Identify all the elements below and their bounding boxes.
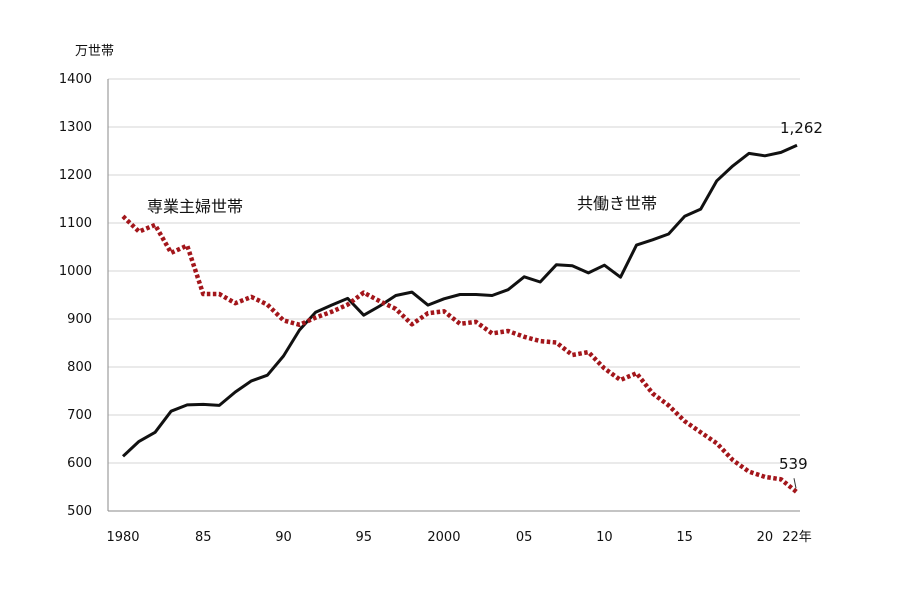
y-tick-label: 1000 [59,264,92,279]
x-tick-label: 1980 [106,530,139,545]
y-tick-label: 700 [67,408,92,423]
x-tick-label: 05 [516,530,533,545]
y-tick-labels: 500 600 700 800 900 1000 1100 1200 1300 1400 [59,72,92,519]
series-line-dual-income [121,143,798,458]
y-tick-label: 1200 [59,168,92,183]
series-lines [121,143,799,495]
x-tick-label: 22年 [782,530,812,545]
x-tick-label: 95 [355,530,372,545]
x-tick-label: 90 [275,530,292,545]
y-tick-label: 1400 [59,72,92,87]
y-tick-label: 1300 [59,120,92,135]
y-tick-label: 800 [67,360,92,375]
x-tick-label: 2000 [427,530,460,545]
y-axis-unit-label: 万世帯 [75,44,114,59]
series-label-housewife: 専業主婦世帯 [147,197,243,216]
series-line-housewife [121,214,799,495]
x-tick-labels: 1980 85 90 95 2000 05 10 15 20 22年 [106,530,811,545]
series-label-dual-income: 共働き世帯 [577,194,657,213]
x-tick-label: 15 [676,530,693,545]
y-tick-label: 600 [67,456,92,471]
x-tick-label: 85 [195,530,212,545]
y-tick-label: 900 [67,312,92,327]
gridlines [108,78,800,464]
x-tick-label: 20 [757,530,774,545]
end-label-pointer [793,478,797,489]
x-tick-label: 10 [596,530,613,545]
end-value-dual-income: 1,262 [780,119,823,137]
y-tick-label: 1100 [59,216,92,231]
end-value-housewife: 539 [779,455,808,473]
y-tick-label: 500 [67,504,92,519]
